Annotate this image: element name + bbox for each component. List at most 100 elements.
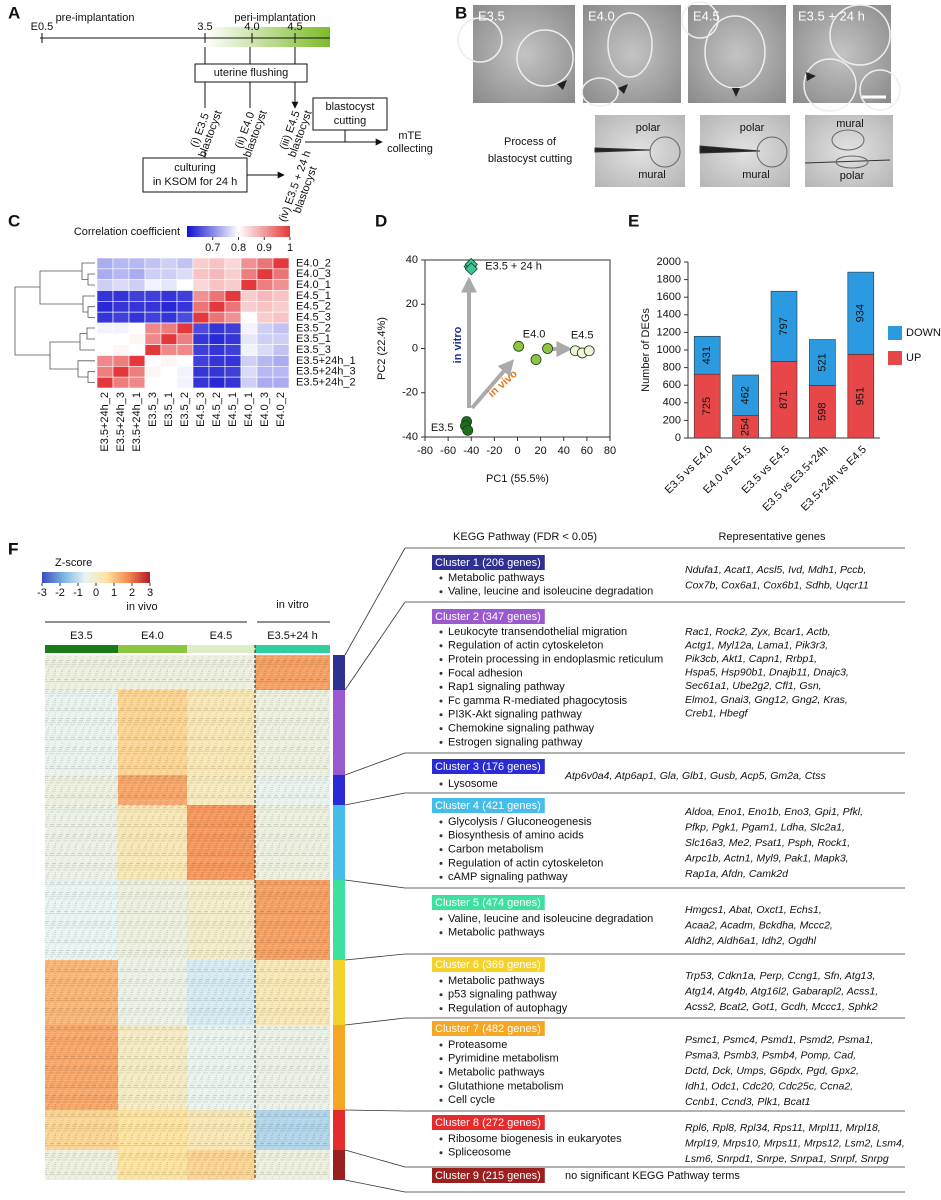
heatmap-cell [176,301,194,313]
photo-label: E4.5 [693,8,720,23]
bullet [439,727,443,731]
heatmap-cell [192,355,210,367]
pathway: Metabolic pathways [448,1067,545,1079]
connector [344,601,406,691]
heatmap-cell [128,257,146,270]
colorbar-tick-label: 1 [111,587,117,599]
bullet [439,713,443,717]
colorbar-tick-label: 0.8 [231,242,246,254]
y-axis-title: PC2 (22.4%) [376,317,388,380]
heatmap-cell [224,301,242,313]
flushing-box [194,63,308,83]
cluster-note: no significant KEGG Pathway terms [565,1170,740,1182]
blastocysts [457,1,901,112]
heatmap-cell [128,376,146,389]
y-tick-label: 1400 [657,309,681,321]
cluster-bar [333,1110,345,1150]
pathway: Cell cycle [448,1094,495,1106]
cluster-title: Cluster 3 (176 genes) [435,761,541,773]
y-tick-label: 2000 [657,256,681,268]
heatmap-cell [256,355,274,367]
heatmap-cell [176,376,194,389]
bullet [439,630,443,634]
bar [693,335,721,375]
x-tick-label: E3.5+24h vs E4.5 [799,444,869,514]
arrowheads [557,72,816,97]
row-label: E4.0_1 [296,279,331,291]
pole-label: polar [740,122,765,134]
cluster-title-box [432,1115,545,1130]
bullet [439,658,443,662]
column-label: E3.5+24 h [267,630,317,642]
box-label: blastocyst [326,101,375,113]
x-tick-label: -60 [440,445,456,457]
heatmap-cell [176,268,194,280]
point [464,262,478,276]
pathway: Regulation of actin cytoskeleton [448,857,603,869]
heatmap-cell [96,301,114,313]
cutting-box [312,97,388,131]
colorbar-tick-label: 2 [129,587,135,599]
panel-b [457,1,901,187]
connector [344,953,406,961]
heatmap-cell [272,366,290,378]
cluster-title: Cluster 5 (474 genes) [435,897,541,909]
panel-a [40,27,388,193]
heatmap-cell [208,366,226,378]
colorbar-tick-label: -1 [73,587,83,599]
heatmap-cell [176,344,194,356]
column-label: E4.5_1 [227,392,239,427]
bar [847,354,875,439]
heatmap-cell [224,311,242,324]
panel-label: C [8,211,20,230]
y-tick-label: 20 [406,298,418,310]
gene-list: Aldh2, Aldh6a1, Idh2, Ogdhl [684,935,817,947]
x-tick-label: E3.5 vs E3.5+24h [760,444,830,514]
heatmap-cell [128,344,146,356]
bullet [439,820,443,824]
bullet [439,931,443,935]
connector [344,1109,406,1112]
pathway: Proteasome [448,1039,507,1051]
heatmap-cell [224,279,242,291]
y-tick-label: 800 [663,362,681,374]
heatmap-cell [256,279,274,291]
column-label: E3.5+24h_2 [99,392,111,452]
heatmap-cell [128,279,146,291]
heatmap-cell [112,344,130,356]
column-label: E4.0_3 [259,392,271,427]
heatmap-cell [240,333,258,345]
cluster-bar [333,805,345,880]
gene-list: Sec61a1, Ube2g2, Cfl1, Gsn, [685,680,822,692]
gene-list: Acaa2, Acadm, Bckdha, Mccc2, [684,919,833,931]
heatmap-cell [256,311,274,324]
pole-label: mural [836,118,864,130]
row-label: E3.5_3 [296,344,331,356]
flush-lines [204,47,296,64]
heatmap-cell [256,376,274,389]
heatmap-cell [160,322,178,335]
pathway: Protein processing in endoplasmic reticu… [448,654,663,666]
bullet [439,1071,443,1075]
heatmap-cell [208,301,226,313]
cluster-bar [333,1150,345,1180]
row-label: E4.5_3 [296,311,331,323]
heatmap-cell [208,322,226,335]
heatmap-cell [112,301,130,313]
colorbar-tick-label: -3 [37,587,47,599]
phase-label: peri-implantation [234,12,315,24]
gene-list: Psma3, Psmb3, Psmb4, Pomp, Cad, [685,1049,856,1061]
heatmap-cell [144,301,162,313]
column-label: E3.5 [70,630,93,642]
cluster-title-box [432,555,545,570]
heatmap-cell [128,301,146,313]
heatmap-cell [208,344,226,356]
value-label: 951 [855,387,867,405]
y-tick-label: 200 [663,414,681,426]
row-label: E4.0_2 [296,257,331,269]
heatmap-cell [160,268,178,280]
bullet [439,576,443,580]
heatmap-cell [144,290,162,302]
